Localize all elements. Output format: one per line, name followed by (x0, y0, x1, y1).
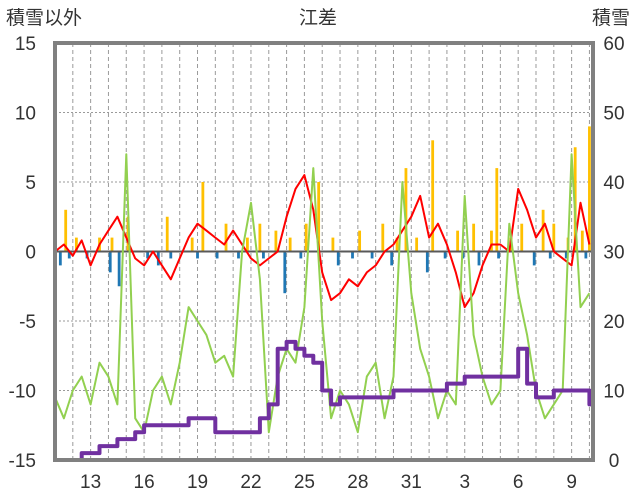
data-bar (472, 223, 476, 252)
data-bar (548, 251, 552, 259)
x-tick-label: 28 (347, 472, 368, 493)
data-bar (381, 223, 385, 252)
data-bar (64, 209, 68, 252)
data-bar (258, 223, 262, 252)
data-bar (425, 251, 429, 273)
data-bar (262, 251, 265, 259)
right-tick-label: 50 (603, 104, 624, 125)
x-tick-label: 19 (187, 472, 208, 493)
red-series-line (54, 174, 591, 309)
left-tick-label: 15 (15, 34, 36, 55)
left-tick-label: -10 (9, 382, 36, 403)
x-tick-label: 31 (401, 472, 422, 493)
data-bar (108, 251, 112, 273)
data-bar (304, 223, 308, 252)
data-bar (431, 140, 435, 252)
data-bar (370, 251, 374, 259)
data-bar (497, 251, 500, 259)
right-axis-title: 積雪 (592, 7, 630, 29)
x-tick-label: 25 (294, 472, 315, 493)
data-bar (201, 182, 205, 252)
data-bar (165, 216, 169, 252)
data-bar (117, 251, 121, 287)
data-bar (552, 223, 556, 252)
data-bar (580, 230, 584, 252)
data-bar (224, 223, 228, 252)
right-tick-label: 20 (603, 312, 624, 333)
data-bar (564, 251, 568, 259)
left-tick-label: -15 (9, 451, 36, 472)
plot-border (53, 41, 595, 462)
left-axis-title: 積雪以外 (6, 7, 82, 29)
data-bar (245, 237, 249, 252)
right-tick-label: 40 (603, 173, 624, 194)
data-bar (532, 251, 536, 266)
data-bar (146, 251, 150, 259)
left-tick-label: -5 (19, 312, 36, 333)
data-bar (331, 237, 335, 252)
data-bar (190, 237, 194, 252)
data-bar (196, 251, 199, 259)
left-tick-label: 0 (25, 243, 36, 264)
data-bar (317, 182, 321, 252)
data-bar (520, 223, 524, 252)
data-bar (288, 237, 292, 252)
data-bar (395, 237, 399, 252)
left-tick-label: 10 (15, 104, 36, 125)
data-bar (584, 251, 588, 259)
right-tick-label: 10 (603, 382, 624, 403)
data-bar (588, 126, 591, 252)
data-bar (215, 251, 219, 259)
data-bar (390, 251, 394, 266)
data-bar (169, 251, 173, 259)
data-bar (477, 251, 481, 266)
chart-title: 江差 (299, 7, 337, 29)
left-tick-label: 5 (25, 173, 36, 194)
data-bar (456, 230, 460, 252)
data-bar (274, 230, 278, 252)
data-bar (358, 230, 362, 252)
data-bar (336, 251, 340, 266)
data-bar (283, 251, 287, 294)
x-tick-label: 9 (566, 472, 577, 493)
data-bar (490, 230, 493, 252)
data-bar (404, 168, 408, 252)
data-bar (110, 237, 114, 252)
data-bar (443, 251, 447, 259)
x-tick-label: 3 (459, 472, 470, 493)
data-bar (495, 168, 499, 252)
snow-depth-line (55, 339, 593, 462)
x-tick-label: 16 (134, 472, 155, 493)
data-bar (299, 251, 303, 259)
data-bar (237, 251, 240, 259)
right-tick-label: 60 (603, 34, 624, 55)
data-bar (58, 251, 62, 266)
x-tick-label: 6 (513, 472, 524, 493)
data-bar (67, 251, 71, 259)
data-bar (541, 209, 545, 252)
x-tick-label: 13 (80, 472, 101, 493)
right-tick-label: 0 (609, 451, 620, 472)
right-tick-label: 30 (603, 243, 624, 264)
data-bar (74, 237, 78, 252)
data-bar (351, 251, 354, 259)
x-tick-label: 22 (240, 472, 261, 493)
data-bar (415, 237, 419, 252)
